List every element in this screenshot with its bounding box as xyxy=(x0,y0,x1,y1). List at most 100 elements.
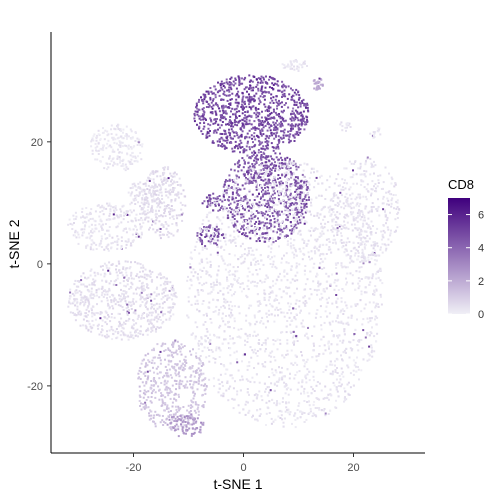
cell-point xyxy=(297,124,300,127)
cell-point xyxy=(372,247,375,250)
cell-point xyxy=(373,293,376,296)
cell-point xyxy=(291,208,294,211)
cell-point xyxy=(282,213,285,216)
cell-point xyxy=(154,190,157,192)
cell-point xyxy=(395,200,398,203)
cell-point xyxy=(217,203,220,205)
cell-point xyxy=(75,236,78,239)
cell-point xyxy=(97,149,100,152)
cell-point xyxy=(362,358,365,361)
cell-point xyxy=(248,88,251,90)
cell-point xyxy=(323,205,326,208)
cell-point xyxy=(245,136,248,139)
cell-point xyxy=(370,220,373,223)
cell-point xyxy=(291,116,294,119)
cell-point xyxy=(318,382,321,385)
cell-point xyxy=(248,249,250,252)
cell-point xyxy=(207,219,210,222)
cell-point xyxy=(264,170,267,173)
cell-point xyxy=(379,267,382,270)
cell-point xyxy=(293,239,296,242)
cell-point xyxy=(285,205,288,208)
cell-point xyxy=(336,390,339,393)
cell-point xyxy=(199,115,202,118)
cell-point xyxy=(355,227,358,230)
cell-point xyxy=(249,335,251,338)
cell-point xyxy=(137,141,140,144)
cell-point xyxy=(313,250,316,253)
cell-point xyxy=(250,261,252,264)
cell-point xyxy=(254,126,256,129)
cell-point xyxy=(315,312,318,315)
cell-point xyxy=(382,202,385,205)
cell-point xyxy=(246,205,249,208)
cell-point xyxy=(362,260,365,263)
cell-point xyxy=(360,179,363,182)
cell-point xyxy=(159,206,162,209)
cell-point xyxy=(198,238,201,241)
cell-point xyxy=(214,103,217,106)
cell-point xyxy=(277,147,280,150)
cell-point xyxy=(230,308,233,311)
cell-point xyxy=(268,195,271,198)
cell-point xyxy=(295,133,298,136)
cell-point xyxy=(321,182,324,185)
cell-point xyxy=(249,177,251,180)
cell-point xyxy=(313,186,316,189)
cell-point xyxy=(216,336,219,339)
cell-point xyxy=(281,80,284,83)
cell-point xyxy=(134,156,137,159)
cell-point xyxy=(352,206,355,209)
cell-point xyxy=(309,230,312,233)
cell-point xyxy=(174,198,177,201)
cell-point xyxy=(197,293,200,296)
cell-point xyxy=(252,213,255,216)
cell-point xyxy=(248,148,251,151)
cell-point xyxy=(312,349,315,352)
cell-point xyxy=(111,150,114,153)
cell-point xyxy=(196,232,199,234)
cell-point xyxy=(303,295,306,298)
cell-point xyxy=(198,262,201,265)
cell-point xyxy=(143,206,145,209)
cell-point xyxy=(269,291,272,294)
cell-point xyxy=(272,116,275,119)
cell-point xyxy=(217,144,220,147)
cell-point xyxy=(390,205,393,208)
cell-point xyxy=(237,369,240,372)
cell-point xyxy=(353,162,356,165)
cell-point xyxy=(274,340,277,342)
cell-point xyxy=(243,213,246,216)
cell-point xyxy=(280,105,283,108)
cell-point xyxy=(286,166,289,169)
cell-point xyxy=(255,175,257,178)
cell-point xyxy=(325,287,328,290)
cell-point xyxy=(269,251,272,254)
cell-point xyxy=(364,207,367,210)
cell-point xyxy=(373,350,376,353)
cell-point xyxy=(270,93,273,96)
cell-point xyxy=(107,249,110,252)
cell-point xyxy=(316,212,319,215)
cell-point xyxy=(233,320,236,323)
cell-point xyxy=(231,147,234,150)
cell-point xyxy=(342,241,345,244)
cell-point xyxy=(181,219,184,222)
cell-point xyxy=(369,173,372,176)
cell-point xyxy=(335,221,338,224)
cell-point xyxy=(229,347,232,350)
cell-point xyxy=(243,170,246,173)
cell-point xyxy=(90,243,93,246)
cell-point xyxy=(333,384,336,387)
cell-point xyxy=(196,326,199,329)
cell-point xyxy=(224,298,227,301)
cell-point xyxy=(324,198,327,200)
cell-point xyxy=(259,129,262,132)
cell-point xyxy=(234,224,237,227)
cell-point xyxy=(288,305,291,308)
cell-point xyxy=(206,261,209,264)
cell-point xyxy=(254,263,257,266)
cell-point xyxy=(290,98,293,101)
cell-point xyxy=(260,184,262,187)
cell-point xyxy=(313,379,315,382)
